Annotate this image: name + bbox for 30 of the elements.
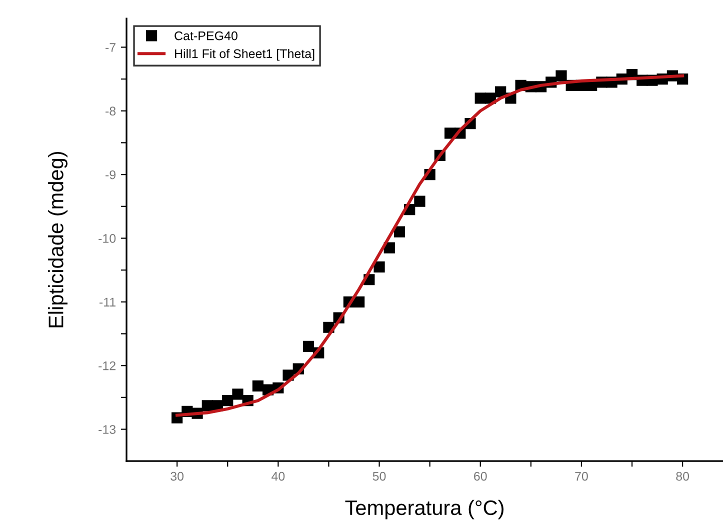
y-tick-label: -7 bbox=[106, 43, 116, 52]
x-tick-label: 70 bbox=[575, 472, 588, 481]
x-tick-label: 40 bbox=[272, 472, 285, 481]
y-tick-label: -13 bbox=[98, 425, 116, 434]
y-axis-title: Elipticidade (mdeg) bbox=[48, 152, 68, 328]
point bbox=[414, 196, 426, 207]
point bbox=[302, 340, 314, 352]
point bbox=[232, 388, 244, 400]
y-tick-label: -8 bbox=[106, 106, 116, 116]
point bbox=[202, 400, 213, 412]
x-tick-label: 60 bbox=[474, 472, 487, 481]
legend-label: Hill1 Fit of Sheet1 [Theta] bbox=[175, 48, 314, 61]
y-tick-label: -9 bbox=[106, 170, 116, 180]
point bbox=[495, 86, 506, 98]
point bbox=[353, 296, 365, 308]
x-axis-title: Temperatura (°C) bbox=[345, 500, 504, 520]
point bbox=[394, 226, 406, 238]
x-tick-label: 30 bbox=[170, 472, 184, 481]
point bbox=[374, 261, 385, 272]
point bbox=[384, 242, 395, 254]
point bbox=[252, 380, 264, 392]
y-tick-label: -10 bbox=[98, 234, 116, 243]
y-tick-label: -11 bbox=[100, 298, 116, 306]
point bbox=[474, 92, 486, 104]
y-tick-label: -12 bbox=[98, 361, 116, 370]
x-tick-label: 50 bbox=[372, 472, 386, 481]
legend-label: Cat-PEG40 bbox=[174, 31, 238, 40]
point bbox=[222, 395, 234, 406]
x-tick-label: 80 bbox=[676, 472, 690, 481]
point bbox=[556, 70, 567, 82]
